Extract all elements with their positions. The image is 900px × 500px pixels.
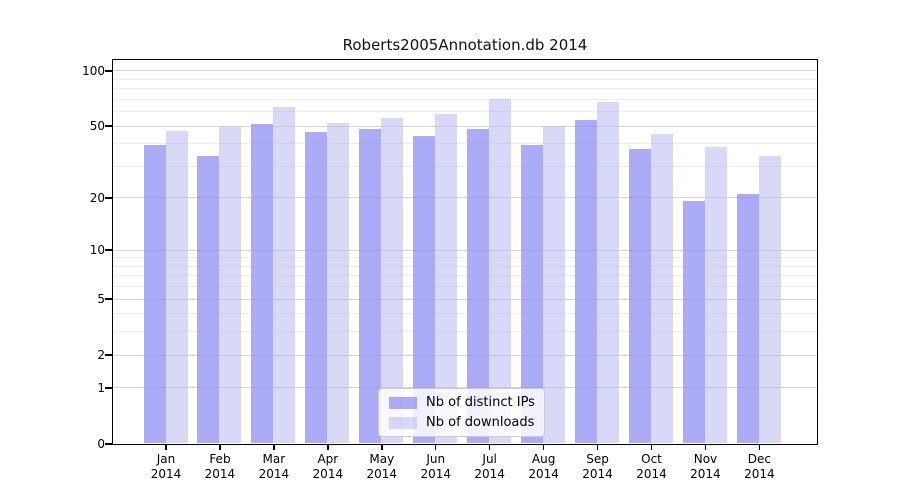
bar-downloads xyxy=(489,98,512,443)
x-tick-label: Dec 2014 xyxy=(744,452,775,481)
y-tick-label: 0 xyxy=(97,436,105,451)
x-tick-mark xyxy=(758,445,761,450)
y-tick-mark xyxy=(105,70,112,72)
y-tick-mark xyxy=(105,387,112,389)
legend-swatch-downloads xyxy=(389,416,417,429)
gridline-major xyxy=(113,70,817,72)
x-tick-label: Jun 2014 xyxy=(420,452,451,481)
gridline-major xyxy=(113,197,817,199)
bar-distinct-ips xyxy=(251,124,274,443)
bar-distinct-ips xyxy=(467,128,490,443)
x-tick-mark xyxy=(165,445,167,450)
legend-entry-distinct-ips: Nb of distinct IPs xyxy=(389,395,535,410)
gridline-major xyxy=(113,298,817,300)
y-tick-label: 10 xyxy=(89,243,105,258)
y-tick-mark xyxy=(105,443,112,445)
x-tick-label: Jan 2014 xyxy=(150,452,182,481)
y-tick-mark xyxy=(105,249,112,251)
bar-downloads xyxy=(758,156,781,443)
gridline-minor xyxy=(113,143,817,145)
x-tick-label: Feb 2014 xyxy=(204,452,236,481)
y-tick-label: 2 xyxy=(97,348,105,363)
x-tick-label: Nov 2014 xyxy=(690,452,721,481)
bar-downloads xyxy=(543,125,566,443)
bar-distinct-ips xyxy=(143,145,166,443)
legend-label-distinct-ips: Nb of distinct IPs xyxy=(426,395,535,410)
y-tick-mark xyxy=(105,354,112,356)
x-tick-mark xyxy=(381,445,383,450)
legend: Nb of distinct IPs Nb of downloads xyxy=(378,388,545,437)
bar-distinct-ips xyxy=(521,145,544,443)
bar-distinct-ips xyxy=(359,128,382,443)
x-tick-mark xyxy=(273,445,275,450)
bar-downloads xyxy=(435,113,458,443)
bar-downloads xyxy=(597,102,620,443)
y-tick-mark xyxy=(105,125,112,127)
bar-distinct-ips xyxy=(629,149,651,443)
x-tick-label: Aug 2014 xyxy=(528,452,559,481)
y-tick-mark xyxy=(105,298,112,300)
gridline-minor xyxy=(113,78,817,80)
y-tick-label: 5 xyxy=(97,292,105,307)
gridline-major xyxy=(113,387,817,389)
bar-downloads xyxy=(651,134,673,443)
y-tick-label: 20 xyxy=(89,190,105,205)
gridline-major xyxy=(113,249,817,251)
bar-downloads xyxy=(165,130,188,443)
gridline-minor xyxy=(113,313,817,315)
x-tick-mark xyxy=(327,445,329,450)
gridline-minor xyxy=(113,165,817,167)
x-tick-label: Jul 2014 xyxy=(474,452,505,481)
gridline-minor xyxy=(113,88,817,90)
y-tick-label: 100 xyxy=(82,63,105,78)
bar-distinct-ips xyxy=(682,201,705,443)
y-tick-mark xyxy=(105,197,112,199)
bar-distinct-ips xyxy=(736,193,759,443)
bar-downloads xyxy=(219,127,242,443)
y-tick-label: 50 xyxy=(89,119,105,134)
gridline-minor xyxy=(113,257,817,259)
x-tick-mark xyxy=(488,445,491,450)
legend-label-downloads: Nb of downloads xyxy=(426,415,535,430)
y-tick-label: 1 xyxy=(97,380,105,395)
x-tick-mark xyxy=(434,445,437,450)
bar-downloads xyxy=(273,107,296,443)
gridline-minor xyxy=(113,331,817,333)
x-tick-label: May 2014 xyxy=(366,452,398,481)
legend-entry-downloads: Nb of downloads xyxy=(389,415,534,430)
x-tick-mark xyxy=(650,445,653,450)
gridline-minor xyxy=(113,98,817,100)
x-tick-mark xyxy=(219,445,221,450)
bar-downloads xyxy=(327,122,350,443)
bar-distinct-ips xyxy=(197,156,220,443)
legend-swatch-distinct-ips xyxy=(389,396,417,409)
gridline-minor xyxy=(113,111,817,113)
x-tick-mark xyxy=(596,445,599,450)
gridline-major xyxy=(113,125,817,127)
x-tick-label: Mar 2014 xyxy=(258,452,290,481)
gridline-major xyxy=(113,354,817,356)
gridline-minor xyxy=(113,265,817,267)
gridline-minor xyxy=(113,286,817,288)
bar-distinct-ips xyxy=(575,119,598,443)
bar-downloads xyxy=(381,118,404,443)
x-tick-mark xyxy=(704,445,707,450)
x-tick-label: Apr 2014 xyxy=(312,452,344,481)
chart-title: Roberts2005Annotation.db 2014 xyxy=(342,36,588,54)
x-tick-label: Oct 2014 xyxy=(636,452,667,481)
x-tick-mark xyxy=(542,445,545,450)
x-tick-label: Sep 2014 xyxy=(582,452,613,481)
bar-distinct-ips xyxy=(413,135,436,443)
bar-distinct-ips xyxy=(305,132,328,443)
bar-downloads xyxy=(704,147,727,443)
plot-area xyxy=(112,59,818,445)
gridline-minor xyxy=(113,275,817,277)
